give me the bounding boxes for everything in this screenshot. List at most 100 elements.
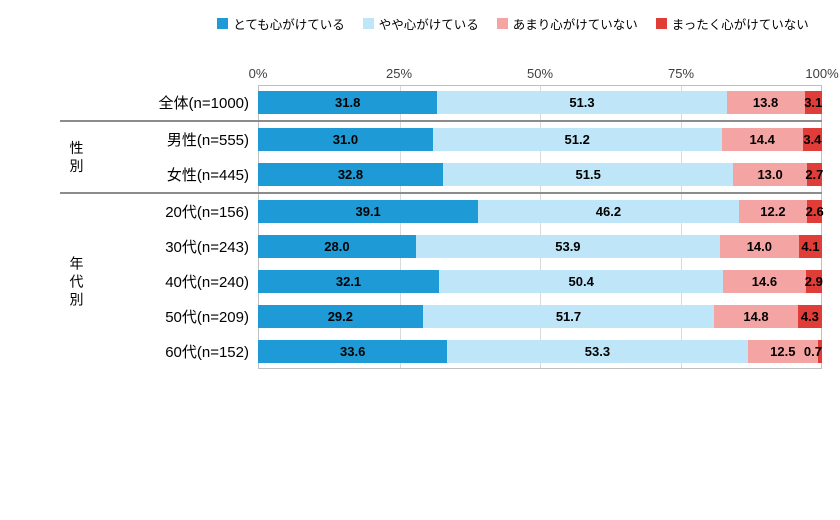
bar-track: 32.8 51.5 13.0 2.7 [258,163,824,186]
bar-segment: 0.7 [804,340,822,363]
bar-segment: 3.4 [802,128,822,151]
legend-swatch [496,18,508,29]
bar-segment: 31.8 [258,91,438,114]
legend-item: あまり心がけていない [496,14,638,33]
legend-swatch [362,18,374,29]
group-label: 年代別 [69,255,84,308]
gridline [680,86,682,368]
bar-track: 28.0 53.9 14.0 4.1 [258,235,822,258]
plot-area: 全体(n=1000) 31.8 51.3 13.8 3.1 性別 男性(n=555) 31.0… [60,85,824,369]
bar-segment: 2.6 [805,200,824,223]
chart-row: 女性(n=445) 32.8 51.5 13.0 2.7 [60,157,824,192]
bar-segment: 31.0 [258,128,433,151]
bar-value-label: 3.1 [804,95,823,110]
row-label: 20代(n=156) [165,204,249,221]
row-group: 全体(n=1000) 31.8 51.3 13.8 3.1 [60,85,822,120]
bar-segment: 13.8 [726,91,805,114]
axis-tick-label: 75% [667,66,695,81]
bar-value-label: 2.7 [805,167,824,182]
gridline [540,86,541,368]
bar-value-label: 14.0 [746,239,773,254]
plot-grid [258,85,822,369]
bar-value-label: 53.3 [584,344,611,359]
bar-value-label: 14.4 [749,132,775,147]
bar-value-label: 32.8 [337,167,364,182]
chart-row: 60代(n=152) 33.6 53.3 12.5 0.7 [60,334,822,369]
bar-value-label: 46.2 [595,204,622,219]
bar-segment: 51.5 [442,163,734,186]
bar-segment: 29.2 [258,305,423,328]
row-label: 60代(n=152) [165,344,249,361]
row-group: 性別 男性(n=555) 31.0 51.2 14.4 3.4 女性(n=445) 32.8 5… [60,120,824,192]
bar-value-label: 13.8 [752,95,779,110]
bar-segment: 51.2 [432,128,722,151]
bar-value-label: 53.9 [555,239,581,254]
group-label: 性別 [69,139,84,174]
bar-value-label: 51.3 [569,95,595,110]
bar-value-label: 32.1 [335,274,362,289]
bar-value-label: 13.0 [757,167,783,182]
legend-item: とても心がけている [217,14,345,33]
bar-segment: 4.1 [798,235,822,258]
legend-item-label: まったく心がけていない [671,18,809,32]
legend-item-label: あまり心がけていない [512,18,638,32]
chart-row: 50代(n=209) 29.2 51.7 14.8 4.3 [60,299,822,334]
bar-value-label: 31.8 [335,95,361,110]
row-label: 50代(n=209) [165,309,249,326]
bar-segment: 14.0 [719,235,799,258]
bar-value-label: 2.6 [805,204,824,219]
bar-track: 39.1 46.2 12.2 2.6 [258,200,824,223]
axis-tick-label: 0% [248,66,268,81]
bar-segment: 2.7 [805,163,824,186]
bar-value-label: 2.9 [804,274,823,289]
bar-segment: 2.9 [804,270,823,293]
axis-tick-label: 50% [526,66,554,81]
bar-value-label: 28.0 [324,239,350,254]
axis-tick-label: 100% [805,66,839,81]
bar-segment: 3.1 [804,91,823,114]
bar-value-label: 31.0 [332,132,359,147]
legend-item-label: とても心がけている [233,18,345,32]
bar-value-label: 4.1 [801,239,820,254]
bar-value-label: 39.1 [355,204,381,219]
bar-value-label: 0.7 [803,344,822,359]
row-label: 40代(n=240) [165,274,249,291]
bar-value-label: 29.2 [327,309,353,324]
legend-item: まったく心がけていない [655,14,809,33]
bar-segment: 12.5 [747,340,819,363]
bar-segment: 39.1 [258,200,479,223]
gridline [399,86,401,368]
legend-swatch [655,18,667,29]
bar-segment: 14.8 [714,305,798,328]
bar-segment: 13.0 [733,163,807,186]
bar-value-label: 51.5 [575,167,601,182]
bar-segment: 53.9 [415,235,720,258]
bar-segment: 4.3 [797,305,822,328]
bar-value-label: 51.7 [555,309,582,324]
legend: とても心がけている やや心がけている あまり心がけていない まったく心がけていない [0,0,840,33]
axis-tick-label: 25% [385,66,413,81]
bar-value-label: 14.8 [743,309,769,324]
plot-groups: 全体(n=1000) 31.8 51.3 13.8 3.1 性別 男性(n=555) 31.0… [60,85,824,369]
legend-swatch [217,18,229,29]
bar-value-label: 12.5 [770,344,796,359]
bar-value-label: 3.4 [803,132,822,147]
bar-segment: 28.0 [258,235,416,258]
bar-track: 32.1 50.4 14.6 2.9 [258,270,823,293]
bar-track: 31.0 51.2 14.4 3.4 [258,128,822,151]
chart-row: 男性(n=555) 31.0 51.2 14.4 3.4 [60,122,822,157]
bar-value-label: 50.4 [568,274,594,289]
bar-value-label: 4.3 [800,309,819,324]
row-label: 30代(n=243) [165,239,249,256]
bar-segment: 12.2 [738,200,808,223]
legend-item-label: やや心がけている [378,18,479,32]
chart-row: 30代(n=243) 28.0 53.9 14.0 4.1 [60,229,822,264]
x-axis: 0% 25% 50% 75% 100% [249,57,839,85]
bar-segment: 14.6 [723,270,806,293]
row-label: 全体(n=1000) [158,95,249,112]
row-group: 年代別 20代(n=156) 39.1 46.2 12.2 2.6 30代(n=243) 28… [60,192,824,369]
bar-value-label: 12.2 [760,204,786,219]
bar-segment: 51.3 [437,91,727,114]
chart-row: 40代(n=240) 32.1 50.4 14.6 2.9 [60,264,823,299]
